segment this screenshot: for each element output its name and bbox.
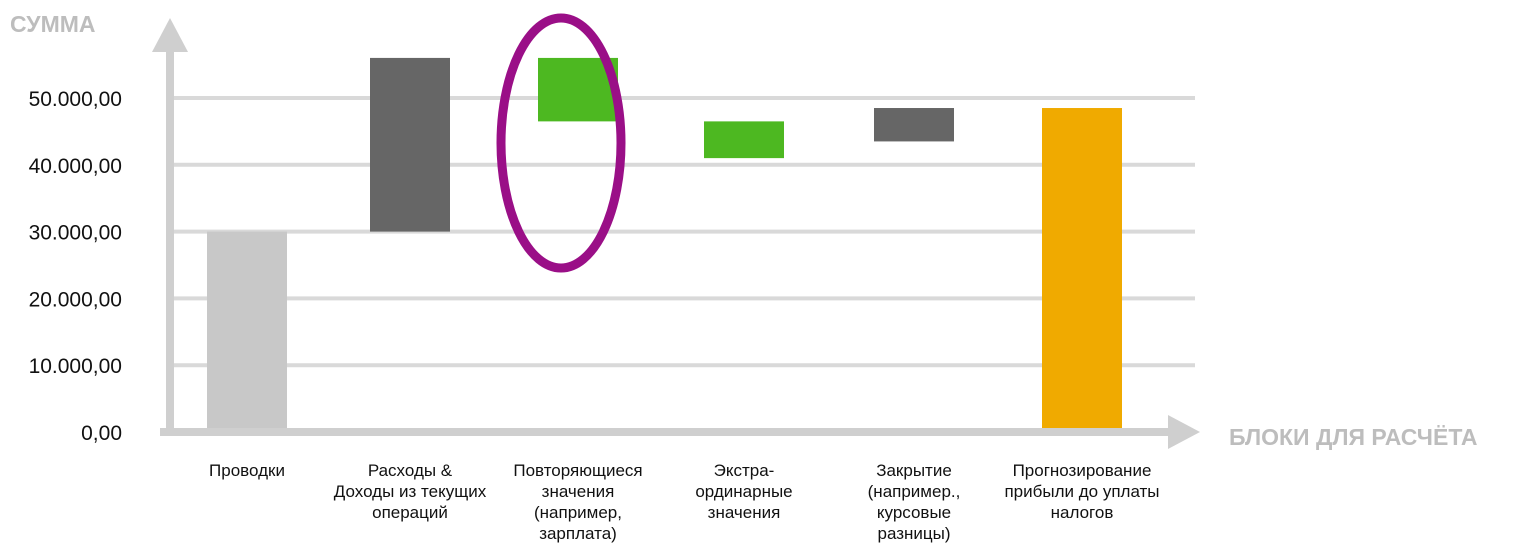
category-label-line: Экстра-	[714, 461, 775, 480]
category-label-line: Закрытие	[876, 461, 952, 480]
category-label-line: Повторяющиеся	[513, 461, 642, 480]
x-axis-title: БЛОКИ ДЛЯ РАСЧЁТА	[1229, 424, 1478, 450]
x-axis-arrow-icon	[1168, 415, 1200, 449]
category-label-line: Проводки	[209, 461, 285, 480]
category-label-line: значения	[708, 503, 781, 522]
grid-lines	[170, 96, 1195, 368]
category-label-line: Доходы из текущих	[334, 482, 487, 501]
category-label-line: Прогнозирование	[1013, 461, 1152, 480]
category-label-line: прибыли до уплаты	[1004, 482, 1159, 501]
y-tick-label: 40.000,00	[29, 155, 122, 178]
y-axis-title: СУММА	[10, 11, 96, 37]
bars	[207, 57, 1122, 433]
category-label-line: зарплата)	[539, 524, 617, 543]
category-label-line: операций	[372, 503, 448, 522]
category-label: Экстра-ординарные значения	[695, 461, 792, 522]
y-tick-label: 20.000,00	[29, 288, 122, 311]
category-label-line: значения	[542, 482, 615, 501]
category-label-line: разницы)	[877, 524, 950, 543]
y-tick-label: 10.000,00	[29, 355, 122, 378]
axes	[152, 18, 1200, 449]
bar	[704, 121, 784, 159]
category-label: Повторяющиеся значения (например, зарплата)	[513, 461, 642, 543]
highlight-ellipse	[496, 13, 626, 273]
category-label-line: ординарные	[695, 482, 792, 501]
category-label-line: налогов	[1051, 503, 1114, 522]
category-labels: Проводки Расходы & Доходы из текущих операц…	[209, 461, 1159, 543]
highlight-ring	[496, 13, 626, 273]
y-tick-label: 30.000,00	[29, 222, 122, 245]
y-tick-labels: 0,00 10.000,00 20.000,00 30.000,00 40.000,00…	[29, 88, 122, 445]
category-label-line: Расходы &	[368, 461, 453, 480]
bar	[874, 108, 954, 142]
y-axis-arrow-icon	[152, 18, 188, 52]
bar	[207, 231, 287, 432]
category-label: Закрытие (например., курсовые разницы)	[868, 461, 961, 543]
bar	[370, 57, 450, 232]
category-label-line: (например.,	[868, 482, 961, 501]
category-label-line: (например,	[534, 503, 622, 522]
y-tick-label: 0,00	[81, 422, 122, 445]
bar	[1042, 108, 1122, 433]
category-label: Прогнозирование прибыли до уплаты налогов	[1004, 461, 1159, 522]
category-label: Расходы & Доходы из текущих операций	[334, 461, 487, 522]
category-label-line: курсовые	[877, 503, 951, 522]
y-tick-label: 50.000,00	[29, 88, 122, 111]
category-label: Проводки	[209, 461, 285, 480]
